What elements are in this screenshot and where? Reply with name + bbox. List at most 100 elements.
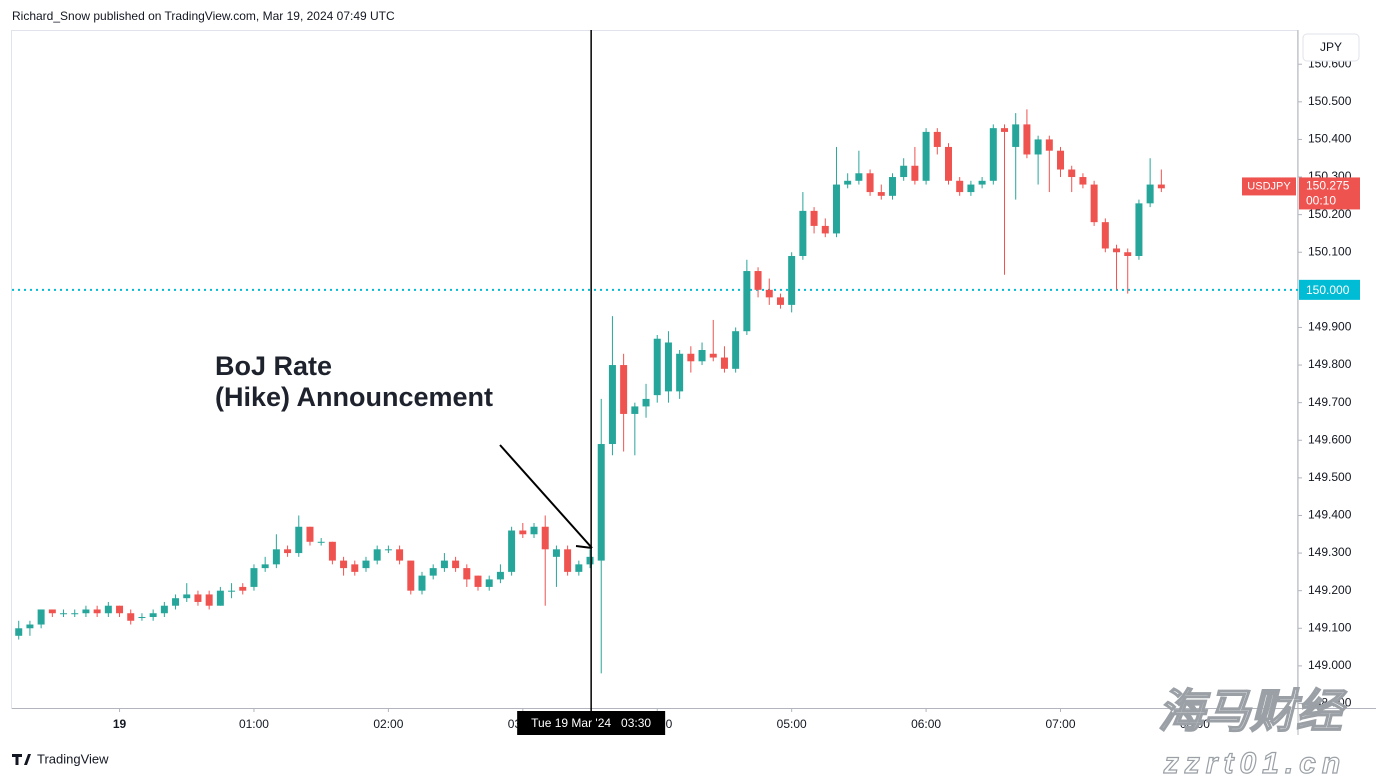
hline-label: 150.000 [1306,283,1350,297]
candle-body [261,564,269,569]
candle-body [463,568,471,580]
y-tick-label: 150.100 [1308,244,1352,258]
candle-body [284,549,292,554]
countdown: 00:10 [1306,194,1336,208]
candle-body [1146,184,1154,204]
candle-body [429,568,437,576]
candle-body [418,575,426,591]
candle-body [1068,169,1076,178]
candle-body [564,549,572,572]
candle-body [172,598,180,606]
last-price-bg [1299,177,1360,210]
x-tick-label: 08:00 [1180,717,1210,731]
crosshair-label-bg [517,711,666,735]
candle-body [60,613,68,615]
currency-button[interactable] [1302,33,1360,62]
candle-body [138,616,146,618]
candle-body [71,613,79,615]
y-tick-label: 149.100 [1308,620,1352,634]
candle-body [1101,222,1109,249]
candle-body [452,560,460,569]
candle-body [384,549,392,551]
candle-body [620,365,628,414]
candle-body [743,271,751,332]
y-tick-label: 149.600 [1308,432,1352,446]
currency-label[interactable]: JPY [1320,40,1342,54]
candle-body [608,365,616,445]
candle-body [1057,150,1065,170]
candle-body [1001,128,1009,132]
candle-body [944,146,952,181]
candle-body [956,180,964,193]
x-tick-label: 05:00 [777,717,807,731]
candle-body [272,549,280,565]
candle-body [855,173,863,181]
annotation-line: BoJ Rate [215,351,332,381]
candle-body [295,526,303,554]
candle-body [866,173,874,193]
candle-body [631,406,639,414]
candle-body [575,564,583,572]
candle-body [48,609,56,614]
candle-body [900,165,908,178]
candle-body [37,609,45,625]
candle-body [82,609,90,614]
x-tick-label: 06:00 [911,717,941,731]
candle-body [407,560,415,591]
candle-body [754,271,762,290]
annotation-arrow-head [575,545,593,549]
candle-body [687,353,695,362]
candle-body [205,594,213,606]
candle-body [832,184,840,234]
crosshair-label: Tue 19 Mar '24 03:30 [531,716,651,730]
overlay: Tue 19 Mar '24 03:30 150.000 USDJPY 150.275… [517,30,1360,735]
y-tick-label: 148.900 [1308,696,1352,710]
candle-body [664,342,672,392]
annotation-arrow [499,444,593,549]
candle-body [149,613,157,617]
candle-body [653,338,661,396]
candle-body [877,192,885,196]
candle-body [810,210,818,226]
candle-body [1045,139,1053,151]
candle-body [967,184,975,193]
candle-body [373,549,381,561]
annotation-line: (Hike) Announcement [215,382,493,412]
candle-body [530,526,538,535]
candle-body [821,225,829,234]
y-tick-label: 150.400 [1308,132,1352,146]
candle-body [508,530,516,572]
candle-body [552,549,560,557]
candle-body [519,530,527,535]
candle-body [440,560,448,569]
candle-body [160,605,168,614]
candle-body [597,444,605,561]
candle-body [676,353,684,392]
candle-body [732,331,740,369]
candle-body [351,564,359,572]
brand: TradingView [37,751,109,766]
x-tick-label: 07:00 [1046,717,1076,731]
candle-body [127,613,135,621]
candle-body [844,180,852,185]
candle-body [239,586,247,591]
brand-logo: TradingView [12,751,109,766]
candle-body [586,556,594,565]
candle-body [15,628,23,636]
candle-body [1012,124,1020,147]
candle-body [1157,184,1165,189]
candle-body [328,541,336,561]
candle-body [709,353,717,358]
candle-body [93,609,101,614]
candle-body [250,568,258,587]
candle-body [1023,124,1031,155]
candle-body [788,256,796,305]
plot: 148.900 149.000 149.100 149.200 149.300 149.4… [12,56,1352,731]
y-tick-label: 149.200 [1308,583,1352,597]
candle-body [1079,177,1087,185]
watermark: zzrt01.cn [1163,747,1346,779]
candle-body [1135,203,1143,256]
symbol-label-bg [1242,177,1296,196]
